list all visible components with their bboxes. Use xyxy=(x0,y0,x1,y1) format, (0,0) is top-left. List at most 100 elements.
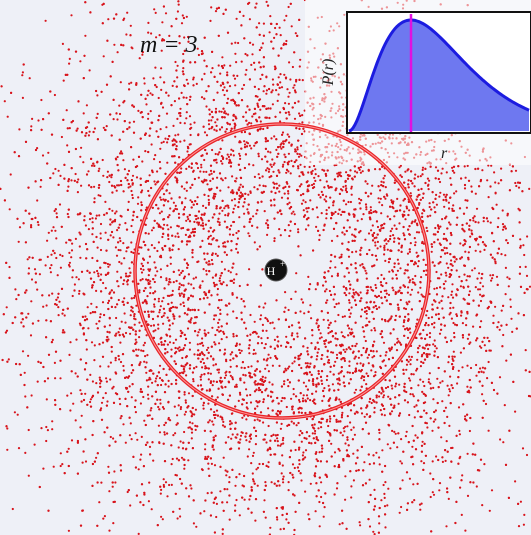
electron-dot xyxy=(162,297,164,299)
electron-dot xyxy=(116,118,118,120)
electron-dot xyxy=(220,299,222,301)
electron-dot xyxy=(147,94,149,96)
electron-dot xyxy=(439,181,441,183)
electron-dot xyxy=(234,485,236,487)
electron-dot xyxy=(433,326,435,328)
electron-dot xyxy=(317,175,319,177)
electron-dot xyxy=(425,274,427,276)
electron-dot xyxy=(409,363,411,365)
electron-dot xyxy=(69,127,71,129)
electron-dot xyxy=(420,365,422,367)
electron-dot xyxy=(294,213,296,215)
electron-dot xyxy=(99,377,101,379)
electron-dot xyxy=(446,262,448,264)
electron-dot xyxy=(291,421,293,423)
electron-dot xyxy=(284,161,286,163)
electron-dot xyxy=(463,287,465,289)
electron-dot xyxy=(234,78,236,80)
electron-dot xyxy=(250,122,252,124)
electron-dot xyxy=(523,514,525,516)
electron-dot xyxy=(147,22,149,24)
electron-dot xyxy=(42,154,44,156)
electron-dot xyxy=(144,150,146,152)
electron-dot xyxy=(84,215,86,217)
electron-dot xyxy=(366,278,368,280)
electron-dot xyxy=(458,406,460,408)
electron-dot xyxy=(145,372,147,374)
electron-dot xyxy=(219,190,221,192)
electron-dot xyxy=(244,143,246,145)
electron-dot xyxy=(298,470,300,472)
electron-dot xyxy=(330,260,332,262)
electron-dot xyxy=(345,189,347,191)
electron-dot xyxy=(171,484,173,486)
electron-dot xyxy=(123,257,125,259)
electron-dot xyxy=(295,449,297,451)
electron-dot xyxy=(53,466,55,468)
electron-dot xyxy=(279,27,281,29)
electron-dot xyxy=(169,341,171,343)
electron-dot xyxy=(280,144,282,146)
electron-dot xyxy=(329,415,331,417)
electron-dot xyxy=(428,381,430,383)
electron-dot xyxy=(496,276,498,278)
electron-dot xyxy=(19,226,21,228)
electron-dot xyxy=(128,267,130,269)
electron-dot xyxy=(27,355,29,357)
electron-dot xyxy=(520,501,522,503)
electron-dot xyxy=(313,402,315,404)
electron-dot xyxy=(22,71,24,73)
electron-dot xyxy=(380,181,382,183)
electron-dot xyxy=(238,164,240,166)
electron-dot xyxy=(180,272,182,274)
electron-dot xyxy=(228,476,230,478)
electron-dot xyxy=(106,400,108,402)
electron-dot xyxy=(414,434,416,436)
electron-dot xyxy=(305,228,307,230)
electron-dot xyxy=(213,449,215,451)
electron-dot xyxy=(336,354,338,356)
electron-dot xyxy=(143,77,145,79)
electron-dot xyxy=(235,499,237,501)
electron-dot xyxy=(107,263,109,265)
electron-dot xyxy=(100,223,102,225)
electron-dot xyxy=(253,349,255,351)
electron-dot xyxy=(185,168,187,170)
electron-dot xyxy=(408,356,410,358)
electron-dot xyxy=(266,234,268,236)
electron-dot xyxy=(325,281,327,283)
electron-dot xyxy=(199,329,201,331)
electron-dot xyxy=(429,206,431,208)
electron-dot xyxy=(187,83,189,85)
electron-dot xyxy=(293,388,295,390)
electron-dot xyxy=(226,128,228,130)
electron-dot xyxy=(370,209,372,211)
electron-dot xyxy=(413,499,415,501)
electron-dot xyxy=(504,404,506,406)
electron-dot xyxy=(105,377,107,379)
electron-dot xyxy=(130,241,132,243)
electron-dot xyxy=(278,185,280,187)
electron-dot xyxy=(433,494,435,496)
electron-dot xyxy=(59,377,61,379)
electron-dot xyxy=(210,170,212,172)
electron-dot xyxy=(384,414,386,416)
electron-dot xyxy=(148,282,150,284)
electron-dot xyxy=(236,75,238,77)
electron-dot xyxy=(414,416,416,418)
electron-dot xyxy=(178,446,180,448)
electron-dot xyxy=(342,434,344,436)
electron-dot xyxy=(139,361,141,363)
electron-dot xyxy=(475,339,477,341)
electron-dot xyxy=(408,377,410,379)
electron-dot xyxy=(179,274,181,276)
electron-dot xyxy=(58,301,60,303)
electron-dot xyxy=(239,514,241,516)
electron-dot xyxy=(211,173,213,175)
electron-dot xyxy=(195,409,197,411)
electron-dot xyxy=(288,142,290,144)
electron-dot xyxy=(288,61,290,63)
electron-dot xyxy=(159,196,161,198)
electron-dot xyxy=(378,432,380,434)
electron-dot xyxy=(91,341,93,343)
